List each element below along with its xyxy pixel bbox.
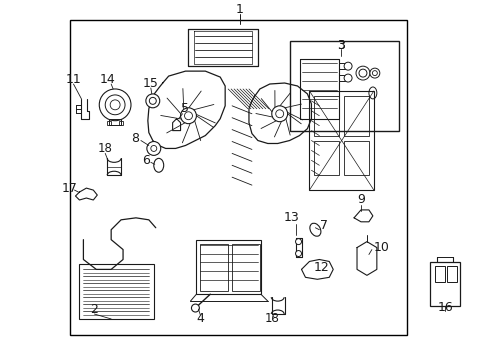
Bar — [196, 240, 260, 294]
Circle shape — [105, 95, 125, 115]
Circle shape — [344, 74, 351, 82]
Text: 4: 4 — [196, 312, 204, 325]
Bar — [119, 121, 123, 125]
Bar — [447, 266, 456, 282]
Text: 17: 17 — [61, 181, 77, 195]
Text: 7: 7 — [320, 219, 327, 232]
Bar — [289, 41, 398, 131]
Text: 16: 16 — [436, 301, 452, 314]
Text: 11: 11 — [65, 73, 81, 86]
Bar — [344, 96, 368, 136]
Text: 6: 6 — [142, 154, 149, 167]
Text: 8: 8 — [131, 132, 139, 145]
Text: 9: 9 — [356, 193, 364, 207]
Circle shape — [358, 69, 366, 77]
Circle shape — [271, 106, 287, 122]
Circle shape — [372, 71, 377, 76]
Circle shape — [295, 251, 301, 257]
Bar — [314, 140, 339, 175]
Circle shape — [146, 141, 161, 156]
Circle shape — [355, 66, 369, 80]
Circle shape — [184, 112, 192, 120]
Circle shape — [369, 68, 379, 78]
Circle shape — [149, 98, 156, 104]
Circle shape — [180, 108, 196, 124]
Circle shape — [150, 145, 157, 152]
Circle shape — [344, 62, 351, 70]
Text: 12: 12 — [313, 261, 328, 274]
Bar — [107, 121, 111, 125]
Bar — [79, 265, 154, 319]
Text: 3: 3 — [337, 39, 345, 52]
Bar — [429, 262, 459, 306]
Bar — [69, 19, 406, 335]
Text: 1: 1 — [236, 3, 244, 16]
Text: 3: 3 — [337, 39, 345, 52]
Bar — [309, 91, 373, 190]
Text: 5: 5 — [180, 102, 188, 115]
Text: 10: 10 — [373, 241, 389, 254]
Text: 15: 15 — [142, 77, 159, 90]
Circle shape — [191, 304, 199, 312]
Text: 18: 18 — [264, 312, 279, 325]
Text: 14: 14 — [99, 73, 115, 86]
Bar — [434, 266, 445, 282]
Circle shape — [99, 89, 131, 121]
Text: 13: 13 — [283, 211, 299, 224]
Text: 2: 2 — [90, 302, 98, 316]
Bar — [109, 119, 121, 125]
Ellipse shape — [154, 158, 163, 172]
Ellipse shape — [368, 87, 376, 99]
Circle shape — [295, 239, 301, 244]
Bar — [200, 244, 228, 291]
Text: 18: 18 — [98, 142, 112, 155]
Bar — [314, 96, 339, 136]
Circle shape — [110, 100, 120, 110]
Circle shape — [275, 110, 283, 118]
Circle shape — [145, 94, 160, 108]
Bar — [344, 140, 368, 175]
Bar — [232, 244, 259, 291]
Ellipse shape — [309, 223, 320, 236]
